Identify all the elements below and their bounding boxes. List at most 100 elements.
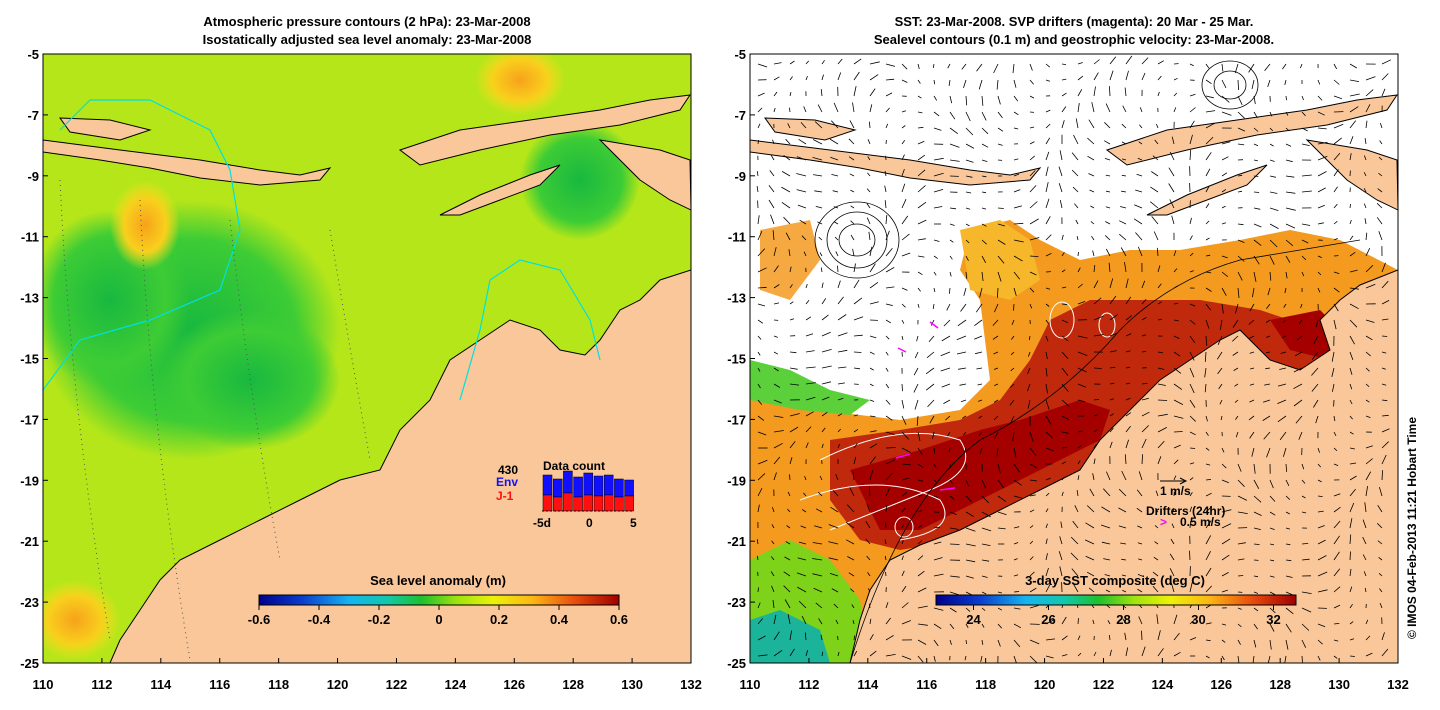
velocity-arrow: [885, 602, 889, 609]
velocity-arrow: [1105, 206, 1111, 209]
velocity-arrow: [1168, 167, 1175, 177]
velocity-arrow: [1189, 270, 1194, 273]
velocity-arrow: [869, 335, 877, 339]
velocity-arrow: [1013, 463, 1020, 473]
y-tick-label: -19: [727, 473, 746, 488]
velocity-arrow: [1381, 428, 1390, 433]
velocity-arrow: [1189, 431, 1196, 436]
inset-env-bar: [583, 472, 594, 496]
velocity-arrow: [1253, 511, 1262, 516]
velocity-arrow: [869, 618, 872, 625]
velocity-arrow: [1205, 220, 1210, 225]
velocity-arrow: [1121, 174, 1127, 177]
velocity-arrow: [789, 107, 791, 113]
velocity-arrow: [1317, 95, 1323, 101]
velocity-arrow: [772, 506, 775, 513]
velocity-arrow: [1189, 252, 1194, 257]
velocity-arrow: [773, 415, 784, 418]
velocity-arrow: [926, 351, 935, 359]
velocity-arrow: [1121, 574, 1127, 577]
velocity-arrow: [1045, 182, 1049, 193]
velocity-arrow: [866, 555, 871, 561]
velocity-arrow: [1333, 303, 1339, 312]
velocity-arrow: [1169, 151, 1175, 161]
velocity-arrow: [1189, 637, 1197, 641]
velocity-arrow: [853, 351, 862, 353]
velocity-arrow: [1125, 382, 1131, 385]
velocity-arrow: [1349, 603, 1353, 609]
velocity-arrow: [993, 415, 999, 421]
velocity-arrow: [1157, 399, 1168, 401]
velocity-arrow: [1315, 319, 1319, 328]
velocity-arrow: [1121, 141, 1127, 145]
velocity-arrow: [1381, 300, 1390, 305]
velocity-arrow: [821, 298, 827, 305]
velocity-arrow: [812, 139, 823, 145]
velocity-arrow: [1349, 106, 1359, 113]
velocity-arrow: [850, 234, 855, 241]
velocity-arrow: [773, 430, 784, 433]
velocity-arrow: [1061, 269, 1066, 273]
velocity-arrow: [869, 430, 877, 433]
inset-xtick: 5: [630, 516, 637, 530]
velocity-arrow: [917, 79, 921, 84]
velocity-arrow: [1156, 614, 1159, 625]
right-sst-warm-west-blob: [760, 220, 820, 300]
velocity-arrow: [1125, 647, 1129, 657]
y-tick-label: -7: [27, 108, 39, 123]
velocity-arrow: [1169, 199, 1175, 209]
velocity-arrow: [1269, 255, 1275, 265]
velocity-arrow: [1058, 551, 1063, 561]
velocity-arrow: [819, 475, 823, 481]
y-tick-label: -21: [727, 534, 746, 549]
x-tick-label: 122: [1093, 677, 1115, 692]
right-title-line1: SST: 23-Mar-2008. SVP drifters (magenta)…: [895, 14, 1254, 29]
velocity-arrow: [1011, 319, 1015, 326]
velocity-arrow: [1349, 136, 1354, 145]
velocity-arrow: [917, 525, 922, 529]
velocity-arrow: [962, 415, 967, 419]
velocity-arrow: [901, 415, 907, 425]
velocity-arrow: [917, 169, 926, 177]
velocity-arrow: [1120, 247, 1127, 257]
velocity-arrow: [901, 303, 906, 308]
velocity-arrow: [1109, 314, 1118, 321]
velocity-arrow: [917, 303, 920, 308]
velocity-arrow: [1301, 143, 1310, 146]
velocity-arrow: [981, 143, 989, 148]
velocity-arrow: [1301, 223, 1311, 226]
velocity-arrow: [949, 239, 954, 243]
left-pressure-contour: [329, 229, 371, 461]
velocity-arrow: [837, 332, 848, 337]
velocity-arrow: [1074, 203, 1079, 209]
velocity-arrow: [821, 282, 824, 289]
velocity-arrow: [997, 287, 999, 298]
velocity-arrow: [1265, 367, 1271, 370]
velocity-arrow: [1363, 571, 1367, 577]
velocity-arrow: [1295, 351, 1303, 357]
velocity-arrow: [1365, 399, 1370, 403]
velocity-arrow: [1333, 169, 1339, 177]
velocity-arrow: [1262, 399, 1271, 403]
velocity-arrow: [812, 558, 823, 561]
velocity-arrow: [1349, 655, 1355, 657]
velocity-arrow: [1253, 495, 1262, 503]
velocity-arrow: [1221, 589, 1228, 593]
drifters-label: Drifters (24hr): [1146, 504, 1225, 518]
velocity-arrow: [933, 79, 936, 85]
velocity-arrow: [1205, 303, 1212, 311]
velocity-arrow: [757, 230, 763, 241]
velocity-arrow: [981, 559, 990, 562]
velocity-arrow: [1269, 271, 1272, 281]
velocity-arrow: [834, 221, 839, 225]
velocity-arrow: [1136, 489, 1143, 497]
velocity-arrow: [1285, 239, 1294, 247]
inset-j1-bar: [624, 495, 634, 512]
velocity-arrow: [1028, 351, 1031, 357]
velocity-arrow: [1173, 319, 1179, 322]
left-flores-banda-islands: [398, 94, 691, 166]
velocity-arrow: [1349, 367, 1353, 375]
velocity-arrow: [885, 303, 893, 306]
velocity-arrow: [770, 571, 775, 577]
velocity-arrow: [1109, 382, 1115, 385]
